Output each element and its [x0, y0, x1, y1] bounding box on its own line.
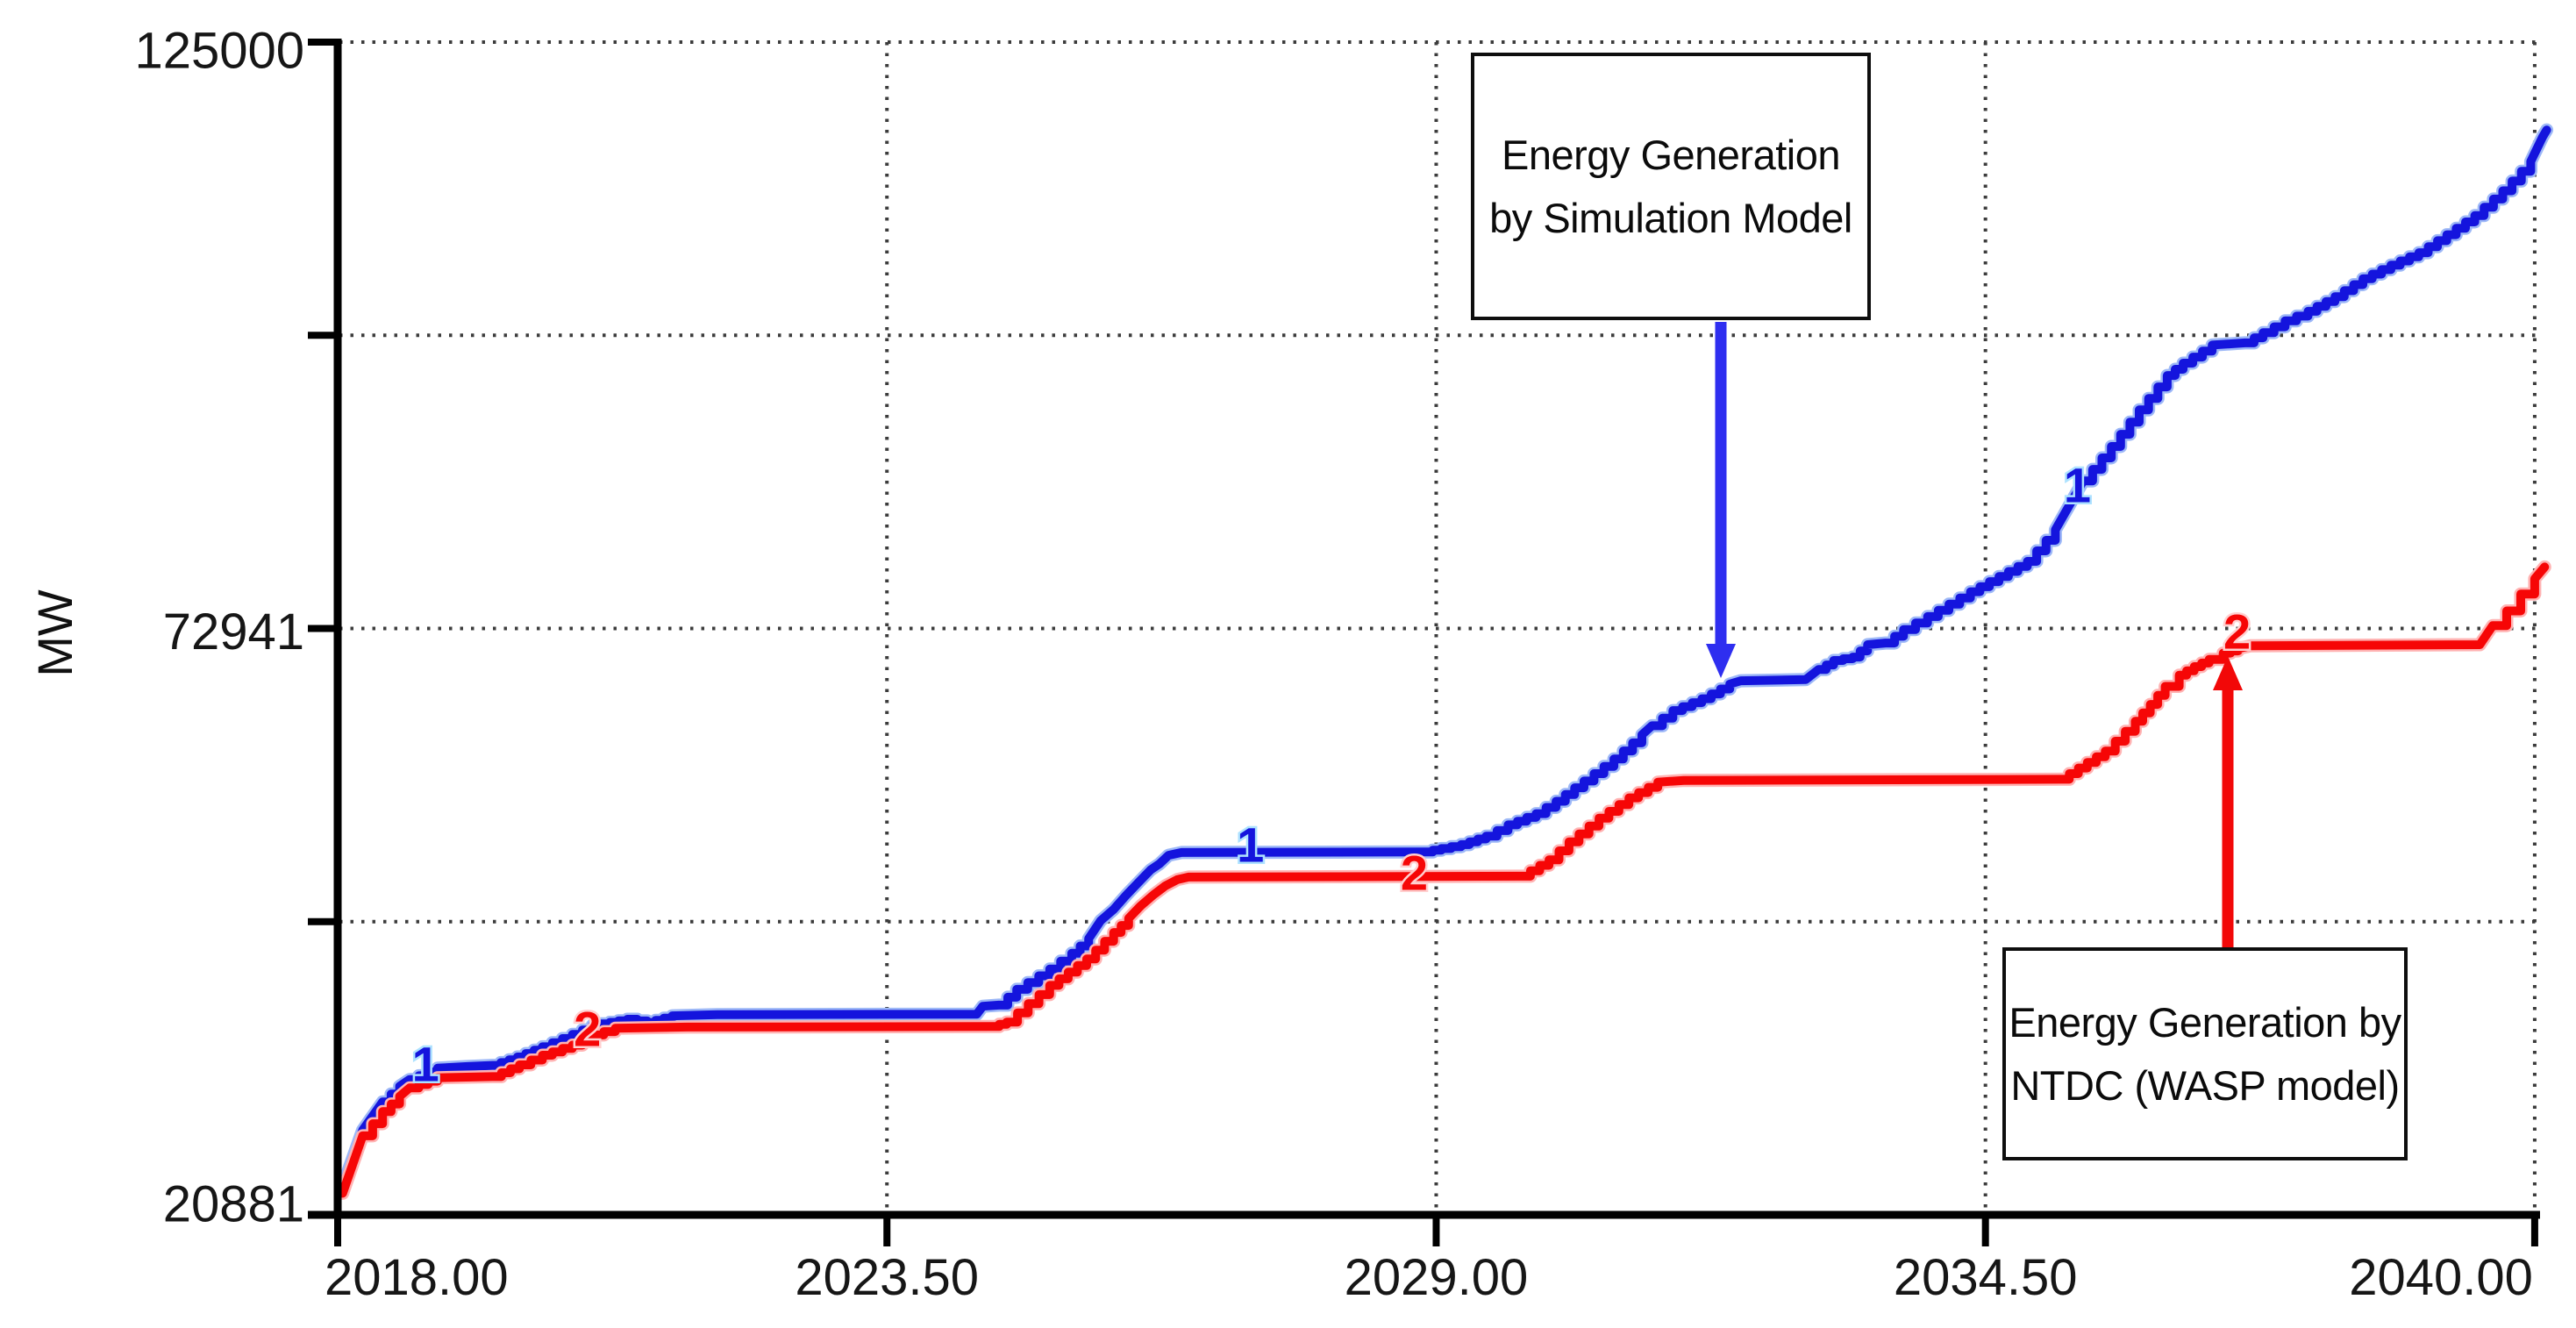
ntdc-annotation-line1: Energy Generation by — [2009, 998, 2401, 1046]
simulation-arrow-shaft — [1715, 322, 1727, 645]
curve-number-label-ntdc: 2 — [2223, 604, 2251, 660]
curve-number-label-simulation: 1 — [1237, 818, 1264, 873]
x-tick-label: 2034.50 — [1894, 1249, 2078, 1306]
ntdc-annotation-line2: NTDC (WASP model) — [2010, 1061, 2400, 1109]
ntdc-arrow-shaft — [2222, 689, 2234, 947]
x-tick-label: 2018.00 — [325, 1249, 509, 1306]
curve-number-label-ntdc: 2 — [574, 1002, 601, 1057]
gridlines — [339, 40, 2537, 1213]
ntdc-arrow — [2213, 656, 2243, 947]
x-tick-label: 2040.00 — [2349, 1249, 2533, 1306]
y-tick-label: 72941 — [163, 603, 304, 660]
axes — [308, 39, 2540, 1246]
curve-number-label-simulation: 1 — [412, 1037, 439, 1092]
simulation-annotation-line1: Energy Generation — [1501, 131, 1841, 178]
y-tick-label: 125000 — [134, 23, 304, 80]
series-line-ntdc — [338, 562, 2550, 1198]
x-tick-label: 2029.00 — [1345, 1249, 1529, 1306]
ntdc-annotation-box: Energy Generation by NTDC (WASP model) — [2002, 947, 2408, 1160]
simulation-annotation-box: Energy Generation by Simulation Model — [1471, 53, 1871, 320]
simulation-arrowhead-icon — [1706, 644, 1736, 678]
y-tick-label: 20881 — [163, 1175, 304, 1232]
ntdc-arrowhead-icon — [2213, 656, 2243, 690]
y-axis-title: MW — [27, 589, 82, 677]
curve-number-label-ntdc: 2 — [1401, 846, 1428, 901]
curve-number-label-simulation: 1 — [2064, 458, 2091, 513]
x-tick-label: 2023.50 — [795, 1249, 979, 1306]
simulation-annotation-line2: by Simulation Model — [1489, 194, 1852, 241]
simulation-arrow — [1706, 322, 1736, 678]
